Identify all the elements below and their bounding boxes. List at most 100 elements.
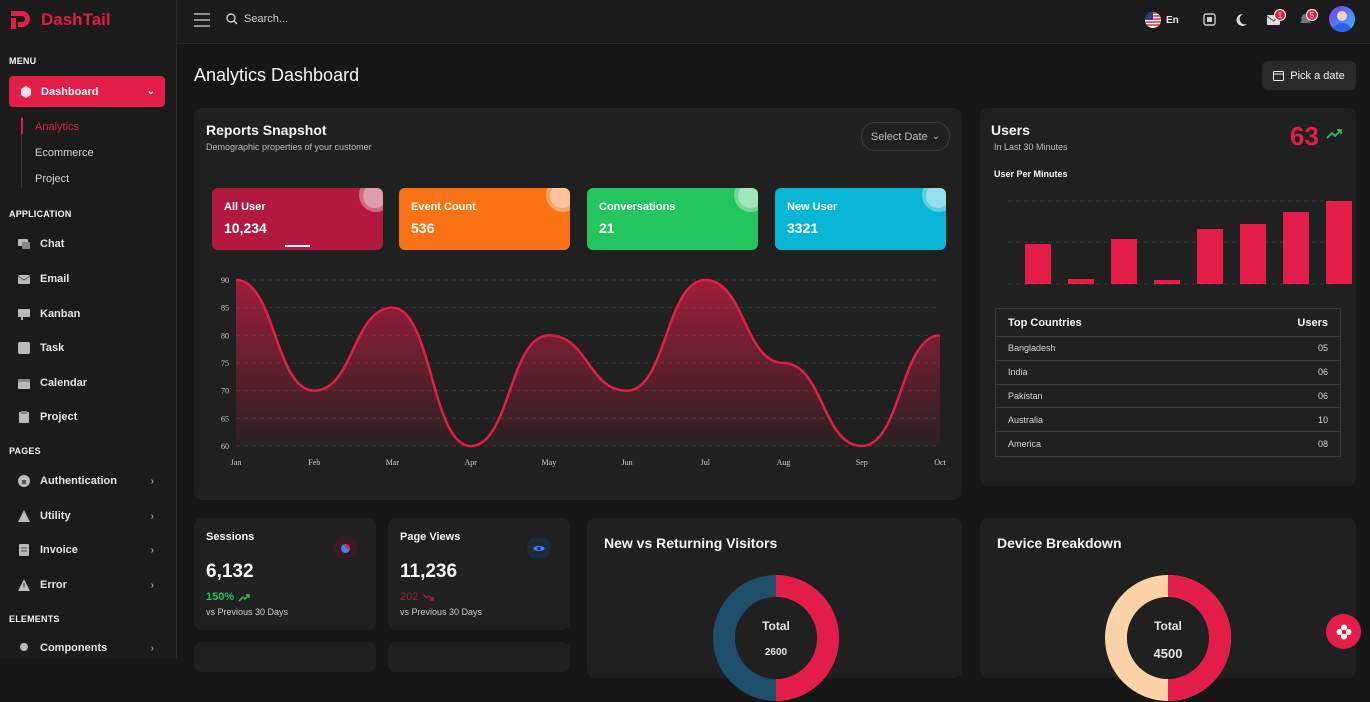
users-subtitle: In Last 30 Minutes bbox=[994, 142, 1068, 152]
x-tick-label: May bbox=[542, 458, 557, 467]
stat-label: New User bbox=[787, 201, 838, 213]
trending-up-icon bbox=[238, 593, 250, 602]
x-tick-label: Apr bbox=[464, 458, 477, 467]
x-tick-label: Oct bbox=[934, 458, 946, 467]
sidebar-item-chat[interactable]: Chat bbox=[18, 238, 168, 250]
settings-fab-button[interactable] bbox=[1326, 614, 1361, 649]
table-header: Top Countries Users bbox=[996, 309, 1340, 336]
sidebar-item-dashboard[interactable]: Dashboard ⌄ bbox=[9, 76, 165, 107]
search-box[interactable]: Search... bbox=[226, 13, 288, 25]
stat-label: Event Count bbox=[411, 201, 476, 213]
moon-icon[interactable] bbox=[1235, 13, 1248, 26]
visitors-donut-chart bbox=[713, 575, 839, 701]
table-row: Pakistan 06 bbox=[996, 383, 1340, 408]
select-date-dropdown[interactable]: Select Date ⌄ bbox=[861, 122, 950, 151]
sidebar-item-label: Kanban bbox=[40, 308, 81, 320]
language-switcher[interactable]: En bbox=[1145, 12, 1179, 28]
column-header-country: Top Countries bbox=[1008, 316, 1082, 329]
table-row: America 08 bbox=[996, 431, 1340, 455]
chevron-right-icon: › bbox=[150, 475, 154, 487]
components-icon bbox=[20, 643, 28, 651]
sidebar-item-task[interactable]: Task bbox=[18, 342, 168, 354]
sessions-change-value: 150% bbox=[206, 591, 235, 603]
page-title: Analytics Dashboard bbox=[194, 65, 360, 85]
sidebar-item-authentication[interactable]: Authentication › bbox=[18, 475, 168, 487]
select-date-label: Select Date bbox=[870, 130, 928, 143]
fullscreen-icon[interactable] bbox=[1203, 13, 1216, 26]
stat-tile-all-user[interactable]: All User 10,234 bbox=[212, 188, 383, 250]
country-name: Pakistan bbox=[1008, 390, 1043, 401]
page-views-value: 11,236 bbox=[400, 561, 458, 582]
pick-date-label: Pick a date bbox=[1290, 69, 1345, 82]
reports-title: Reports Snapshot bbox=[206, 122, 327, 138]
sidebar-item-components[interactable]: Components › bbox=[18, 642, 168, 654]
table-row: Australia 10 bbox=[996, 407, 1340, 431]
brand-logo[interactable]: DashTail bbox=[9, 8, 111, 32]
reports-snapshot-card: Reports Snapshot Demographic properties … bbox=[194, 108, 962, 500]
users-count: 63 bbox=[1290, 121, 1319, 151]
sidebar-subitem-ecommerce[interactable]: Ecommerce bbox=[35, 147, 94, 159]
eye-icon bbox=[533, 545, 545, 551]
trending-down-icon bbox=[422, 592, 435, 601]
sidebar-item-project[interactable]: Project bbox=[18, 411, 168, 423]
x-tick-label: Jul bbox=[701, 458, 711, 467]
notification-badge: 5 bbox=[1306, 9, 1318, 21]
logo-icon bbox=[11, 11, 30, 29]
chevron-right-icon: › bbox=[150, 510, 154, 522]
invoice-icon bbox=[19, 544, 29, 556]
brand-name: DashTail bbox=[41, 10, 111, 29]
device-total-label: Total bbox=[1154, 619, 1182, 633]
sidebar-item-email[interactable]: Email bbox=[18, 273, 168, 285]
x-tick-label: Jun bbox=[622, 458, 633, 467]
mail-button[interactable]: 1 bbox=[1266, 9, 1286, 26]
sidebar-item-invoice[interactable]: Invoice › bbox=[18, 544, 168, 556]
stat-label: Conversations bbox=[599, 201, 676, 213]
section-application-label: APPLICATION bbox=[9, 209, 72, 219]
page-views-comparison: vs Previous 30 Days bbox=[400, 607, 483, 617]
section-menu-label: MENU bbox=[9, 56, 37, 66]
top-countries-table: Top Countries Users Bangladesh 05 India 06… bbox=[995, 308, 1341, 457]
avatar[interactable] bbox=[1329, 6, 1355, 32]
sessions-card: Sessions 6,132 150% vs Previous 30 Days bbox=[194, 518, 376, 630]
y-tick-label: 90 bbox=[221, 276, 229, 285]
search-icon bbox=[226, 13, 238, 25]
sidebar-item-utility[interactable]: Utility › bbox=[18, 510, 168, 522]
stat-tile-event-count[interactable]: Event Count 536 bbox=[399, 188, 570, 250]
user-avatar-icon bbox=[1332, 11, 1352, 32]
sidebar-item-label: Chat bbox=[40, 238, 65, 250]
device-breakdown-card: Device Breakdown Total 4500 bbox=[980, 518, 1356, 701]
sessions-icon-badge bbox=[333, 536, 357, 560]
y-tick-label: 85 bbox=[221, 304, 229, 313]
search-input[interactable]: Search... bbox=[244, 13, 289, 25]
sidebar-item-kanban[interactable]: Kanban bbox=[18, 308, 168, 320]
active-tab-indicator bbox=[285, 245, 310, 247]
stat-tile-new-user[interactable]: New User 3321 bbox=[775, 188, 946, 250]
avg-duration-card bbox=[194, 642, 376, 672]
bar bbox=[1111, 239, 1137, 284]
section-pages-label: PAGES bbox=[9, 446, 41, 456]
sidebar-subitem-project[interactable]: Project bbox=[35, 173, 70, 185]
decor-circle bbox=[550, 188, 570, 208]
table-row: India 06 bbox=[996, 359, 1340, 384]
x-tick-label: Jan bbox=[231, 458, 242, 467]
decor-circle bbox=[363, 188, 383, 208]
bar bbox=[1154, 280, 1180, 284]
bounce-rate-card bbox=[388, 642, 570, 672]
column-header-users: Users bbox=[1297, 316, 1328, 329]
notification-button[interactable]: 5 bbox=[1299, 9, 1318, 26]
sidebar-item-calendar[interactable]: Calendar bbox=[18, 377, 168, 389]
section-elements-label: ELEMENTS bbox=[9, 614, 60, 624]
sidebar-item-label: Components bbox=[40, 642, 108, 654]
sidebar: DashTail MENU Dashboard ⌄ Analytics Ecom… bbox=[0, 0, 177, 659]
stat-value: 536 bbox=[411, 220, 435, 236]
stat-tile-conversations[interactable]: Conversations 21 bbox=[587, 188, 758, 250]
sidebar-item-label: Email bbox=[40, 273, 70, 285]
pick-date-button[interactable]: Pick a date bbox=[1262, 61, 1356, 90]
sessions-value: 6,132 bbox=[206, 561, 254, 582]
sidebar-subitem-analytics[interactable]: Analytics bbox=[35, 121, 80, 133]
y-tick-label: 70 bbox=[221, 387, 229, 396]
pie-chart-icon bbox=[340, 543, 350, 553]
new-vs-returning-card: New vs Returning Visitors Total 2600 bbox=[587, 518, 962, 701]
sidebar-item-error[interactable]: Error › bbox=[18, 579, 168, 591]
hamburger-menu-icon[interactable] bbox=[194, 13, 210, 27]
